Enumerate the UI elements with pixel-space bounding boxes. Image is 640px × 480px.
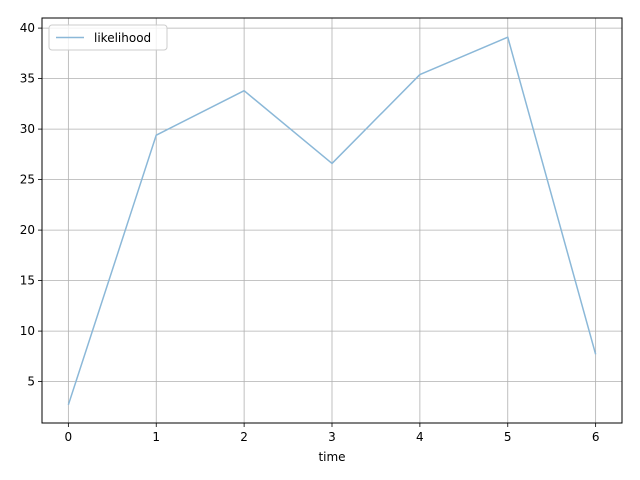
x-tick-label: 0: [65, 430, 73, 444]
grid: [42, 18, 622, 423]
legend-box: [48, 24, 168, 51]
series-line-likelihood: [67, 36, 597, 406]
y-tick-label: 15: [20, 274, 35, 288]
y-tick-label: 25: [20, 173, 35, 187]
x-tick-label: 1: [152, 430, 160, 444]
y-tick-label: 35: [20, 72, 35, 86]
y-tick-label: 10: [20, 324, 35, 338]
ticks: 0 1 2 3 4 5 6 5 10 15 20 25 30 35 40: [20, 21, 600, 444]
y-tick-label: 20: [20, 223, 35, 237]
y-tick-label: 30: [20, 122, 35, 136]
x-tick-label: 3: [328, 430, 336, 444]
legend: likelihood: [48, 24, 168, 51]
y-tick-label: 40: [20, 21, 35, 35]
x-tick-label: 2: [240, 430, 248, 444]
x-axis-label: time: [318, 450, 345, 464]
x-tick-label: 5: [504, 430, 512, 444]
series-layer: [67, 36, 597, 406]
legend-entry-likelihood: likelihood: [94, 31, 151, 45]
y-tick-label: 5: [27, 375, 35, 389]
x-tick-label: 6: [592, 430, 600, 444]
x-tick-label: 4: [416, 430, 424, 444]
